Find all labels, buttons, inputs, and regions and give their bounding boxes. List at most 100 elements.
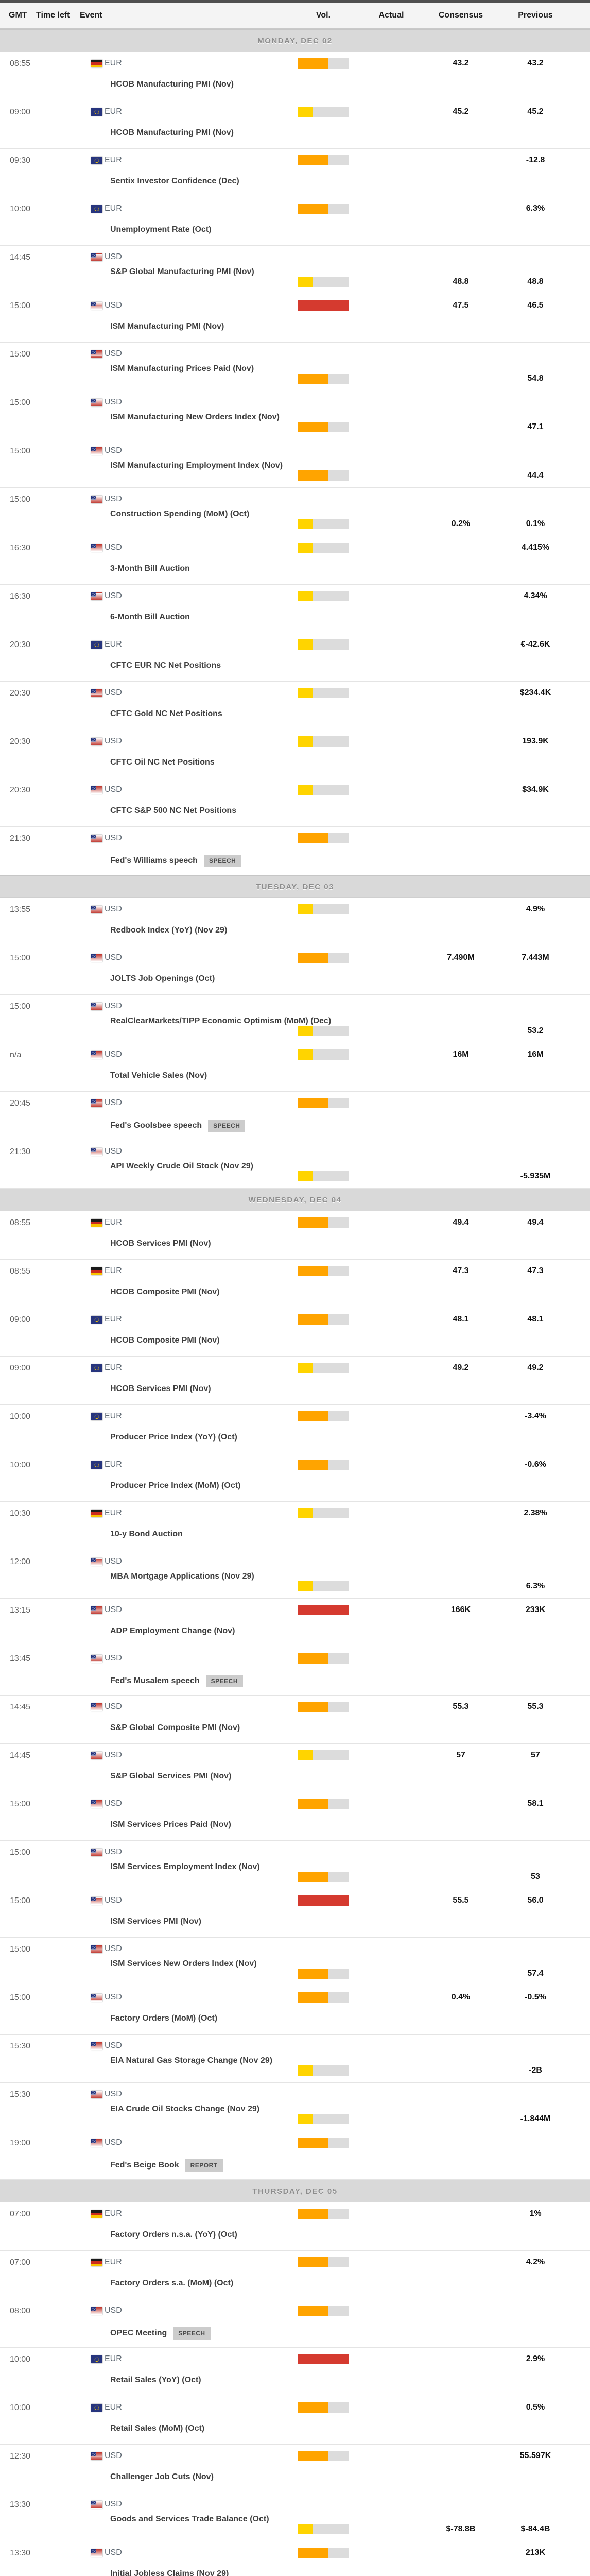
calendar-row[interactable]: 10:00 EUR Retail Sales (MoM) (Oct) 0.5%: [0, 2396, 590, 2445]
calendar-row[interactable]: 21:30 USD Fed's Williams speech SPEECH: [0, 827, 590, 875]
event-name[interactable]: Unemployment Rate (Oct): [110, 225, 212, 234]
calendar-row[interactable]: 10:00 EUR Unemployment Rate (Oct) 6.3%: [0, 197, 590, 246]
event-name[interactable]: HCOB Composite PMI (Nov): [110, 1336, 220, 1345]
event-name[interactable]: ISM Manufacturing Employment Index (Nov): [110, 461, 283, 470]
event-name[interactable]: CFTC S&P 500 NC Net Positions: [110, 806, 237, 815]
calendar-row[interactable]: 20:30 EUR CFTC EUR NC Net Positions €-42…: [0, 633, 590, 682]
calendar-row[interactable]: 15:00 USD JOLTS Job Openings (Oct) 7.490…: [0, 946, 590, 995]
event-name[interactable]: HCOB Composite PMI (Nov): [110, 1287, 220, 1296]
calendar-row[interactable]: 13:45 USD Fed's Musalem speech SPEECH: [0, 1647, 590, 1696]
event-name[interactable]: Fed's Goolsbee speech: [110, 1121, 202, 1130]
calendar-row[interactable]: 15:00 USD ISM Manufacturing PMI (Nov) 47…: [0, 294, 590, 343]
calendar-row[interactable]: 13:30 USD Initial Jobless Claims (Nov 29…: [0, 2541, 590, 2576]
event-name[interactable]: ISM Services Employment Index (Nov): [110, 1862, 260, 1871]
calendar-row[interactable]: 13:15 USD ADP Employment Change (Nov) 16…: [0, 1599, 590, 1647]
event-name[interactable]: Factory Orders s.a. (MoM) (Oct): [110, 2279, 234, 2287]
event-name[interactable]: Sentix Investor Confidence (Dec): [110, 177, 239, 185]
calendar-row[interactable]: 20:45 USD Fed's Goolsbee speech SPEECH: [0, 1092, 590, 1140]
calendar-row[interactable]: 10:30 EUR 10-y Bond Auction 2.38%: [0, 1502, 590, 1550]
event-name[interactable]: CFTC EUR NC Net Positions: [110, 661, 221, 670]
event-name[interactable]: RealClearMarkets/TIPP Economic Optimism …: [110, 1016, 332, 1025]
event-name[interactable]: ISM Manufacturing New Orders Index (Nov): [110, 413, 280, 421]
event-name[interactable]: Factory Orders n.s.a. (YoY) (Oct): [110, 2230, 237, 2239]
calendar-row[interactable]: 12:30 USD Challenger Job Cuts (Nov) 55.5…: [0, 2445, 590, 2493]
calendar-row[interactable]: 20:30 USD CFTC S&P 500 NC Net Positions …: [0, 778, 590, 827]
event-name[interactable]: ISM Manufacturing PMI (Nov): [110, 322, 224, 331]
calendar-row[interactable]: 15:00 USD ISM Manufacturing New Orders I…: [0, 391, 590, 439]
calendar-row[interactable]: 20:30 USD CFTC Oil NC Net Positions 193.…: [0, 730, 590, 778]
calendar-row[interactable]: 10:00 EUR Producer Price Index (MoM) (Oc…: [0, 1453, 590, 1502]
event-name[interactable]: MBA Mortgage Applications (Nov 29): [110, 1572, 254, 1581]
calendar-row[interactable]: 15:00 USD ISM Services Prices Paid (Nov)…: [0, 1792, 590, 1841]
calendar-row[interactable]: 15:00 USD Factory Orders (MoM) (Oct) 0.4…: [0, 1986, 590, 2035]
event-name[interactable]: Fed's Beige Book: [110, 2161, 179, 2170]
event-name[interactable]: OPEC Meeting: [110, 2329, 167, 2337]
calendar-row[interactable]: 08:55 EUR HCOB Manufacturing PMI (Nov) 4…: [0, 52, 590, 100]
calendar-row[interactable]: 15:00 USD RealClearMarkets/TIPP Economic…: [0, 995, 590, 1043]
calendar-row[interactable]: 09:00 EUR HCOB Services PMI (Nov) 49.2 4…: [0, 1357, 590, 1405]
event-name[interactable]: Redbook Index (YoY) (Nov 29): [110, 926, 228, 935]
event-name[interactable]: Initial Jobless Claims (Nov 29): [110, 2569, 229, 2576]
event-name[interactable]: Fed's Williams speech: [110, 856, 198, 865]
calendar-row[interactable]: 12:00 USD MBA Mortgage Applications (Nov…: [0, 1550, 590, 1599]
calendar-row[interactable]: 07:00 EUR Factory Orders s.a. (MoM) (Oct…: [0, 2251, 590, 2299]
event-name[interactable]: ISM Manufacturing Prices Paid (Nov): [110, 364, 254, 373]
calendar-row[interactable]: 19:00 USD Fed's Beige Book REPORT: [0, 2131, 590, 2180]
calendar-row[interactable]: 08:00 USD OPEC Meeting SPEECH: [0, 2299, 590, 2348]
calendar-row[interactable]: 20:30 USD CFTC Gold NC Net Positions $23…: [0, 682, 590, 730]
calendar-row[interactable]: 09:30 EUR Sentix Investor Confidence (De…: [0, 149, 590, 197]
event-name[interactable]: ADP Employment Change (Nov): [110, 1626, 235, 1635]
event-name[interactable]: Total Vehicle Sales (Nov): [110, 1071, 207, 1080]
event-name[interactable]: HCOB Manufacturing PMI (Nov): [110, 80, 234, 89]
calendar-row[interactable]: 10:00 EUR Producer Price Index (YoY) (Oc…: [0, 1405, 590, 1453]
event-name[interactable]: S&P Global Services PMI (Nov): [110, 1772, 232, 1781]
event-name[interactable]: Fed's Musalem speech: [110, 1676, 200, 1685]
event-name[interactable]: Goods and Services Trade Balance (Oct): [110, 2515, 269, 2523]
event-name[interactable]: HCOB Services PMI (Nov): [110, 1239, 211, 1248]
event-name[interactable]: 10-y Bond Auction: [110, 1530, 183, 1538]
calendar-row[interactable]: 15:00 USD ISM Manufacturing Prices Paid …: [0, 343, 590, 391]
event-name[interactable]: Producer Price Index (YoY) (Oct): [110, 1433, 237, 1442]
calendar-row[interactable]: n/a USD Total Vehicle Sales (Nov) 16M 16…: [0, 1043, 590, 1092]
calendar-row[interactable]: 15:00 USD ISM Services New Orders Index …: [0, 1938, 590, 1986]
event-name[interactable]: S&P Global Composite PMI (Nov): [110, 1723, 240, 1732]
event-name[interactable]: Producer Price Index (MoM) (Oct): [110, 1481, 241, 1490]
calendar-row[interactable]: 14:45 USD S&P Global Services PMI (Nov) …: [0, 1744, 590, 1792]
calendar-row[interactable]: 15:00 USD ISM Services Employment Index …: [0, 1841, 590, 1889]
event-name[interactable]: JOLTS Job Openings (Oct): [110, 974, 215, 983]
event-name[interactable]: Retail Sales (YoY) (Oct): [110, 2376, 201, 2384]
event-name[interactable]: ISM Services New Orders Index (Nov): [110, 1959, 257, 1968]
calendar-row[interactable]: 15:00 USD ISM Manufacturing Employment I…: [0, 439, 590, 488]
event-name[interactable]: HCOB Manufacturing PMI (Nov): [110, 128, 234, 137]
event-name[interactable]: Retail Sales (MoM) (Oct): [110, 2424, 205, 2433]
event-name[interactable]: CFTC Gold NC Net Positions: [110, 709, 222, 718]
event-name[interactable]: Factory Orders (MoM) (Oct): [110, 2014, 218, 2023]
event-name[interactable]: 6-Month Bill Auction: [110, 613, 190, 621]
calendar-row[interactable]: 10:00 EUR Retail Sales (YoY) (Oct) 2.9%: [0, 2348, 590, 2396]
event-name[interactable]: API Weekly Crude Oil Stock (Nov 29): [110, 1162, 254, 1171]
event-name[interactable]: S&P Global Manufacturing PMI (Nov): [110, 267, 254, 276]
calendar-row[interactable]: 14:45 USD S&P Global Manufacturing PMI (…: [0, 246, 590, 294]
event-name[interactable]: ISM Services PMI (Nov): [110, 1917, 201, 1926]
event-name[interactable]: EIA Crude Oil Stocks Change (Nov 29): [110, 2105, 260, 2113]
calendar-row[interactable]: 16:30 USD 3-Month Bill Auction 4.415%: [0, 536, 590, 585]
calendar-row[interactable]: 09:00 EUR HCOB Manufacturing PMI (Nov) 4…: [0, 100, 590, 149]
event-name[interactable]: 3-Month Bill Auction: [110, 564, 190, 573]
calendar-row[interactable]: 13:30 USD Goods and Services Trade Balan…: [0, 2493, 590, 2541]
event-name[interactable]: CFTC Oil NC Net Positions: [110, 758, 215, 767]
event-name[interactable]: HCOB Services PMI (Nov): [110, 1384, 211, 1393]
calendar-row[interactable]: 08:55 EUR HCOB Services PMI (Nov) 49.4 4…: [0, 1211, 590, 1260]
calendar-row[interactable]: 14:45 USD S&P Global Composite PMI (Nov)…: [0, 1696, 590, 1744]
calendar-row[interactable]: 15:00 USD Construction Spending (MoM) (O…: [0, 488, 590, 536]
event-name[interactable]: Challenger Job Cuts (Nov): [110, 2472, 214, 2481]
calendar-row[interactable]: 21:30 USD API Weekly Crude Oil Stock (No…: [0, 1140, 590, 1189]
calendar-row[interactable]: 07:00 EUR Factory Orders n.s.a. (YoY) (O…: [0, 2202, 590, 2251]
calendar-row[interactable]: 16:30 USD 6-Month Bill Auction 4.34%: [0, 585, 590, 633]
event-name[interactable]: EIA Natural Gas Storage Change (Nov 29): [110, 2056, 273, 2065]
event-name[interactable]: ISM Services Prices Paid (Nov): [110, 1820, 231, 1829]
calendar-row[interactable]: 13:55 USD Redbook Index (YoY) (Nov 29) 4…: [0, 898, 590, 946]
calendar-row[interactable]: 09:00 EUR HCOB Composite PMI (Nov) 48.1 …: [0, 1308, 590, 1357]
calendar-row[interactable]: 15:00 USD ISM Services PMI (Nov) 55.5 56…: [0, 1889, 590, 1938]
calendar-row[interactable]: 15:30 USD EIA Natural Gas Storage Change…: [0, 2035, 590, 2083]
calendar-row[interactable]: 15:30 USD EIA Crude Oil Stocks Change (N…: [0, 2083, 590, 2131]
